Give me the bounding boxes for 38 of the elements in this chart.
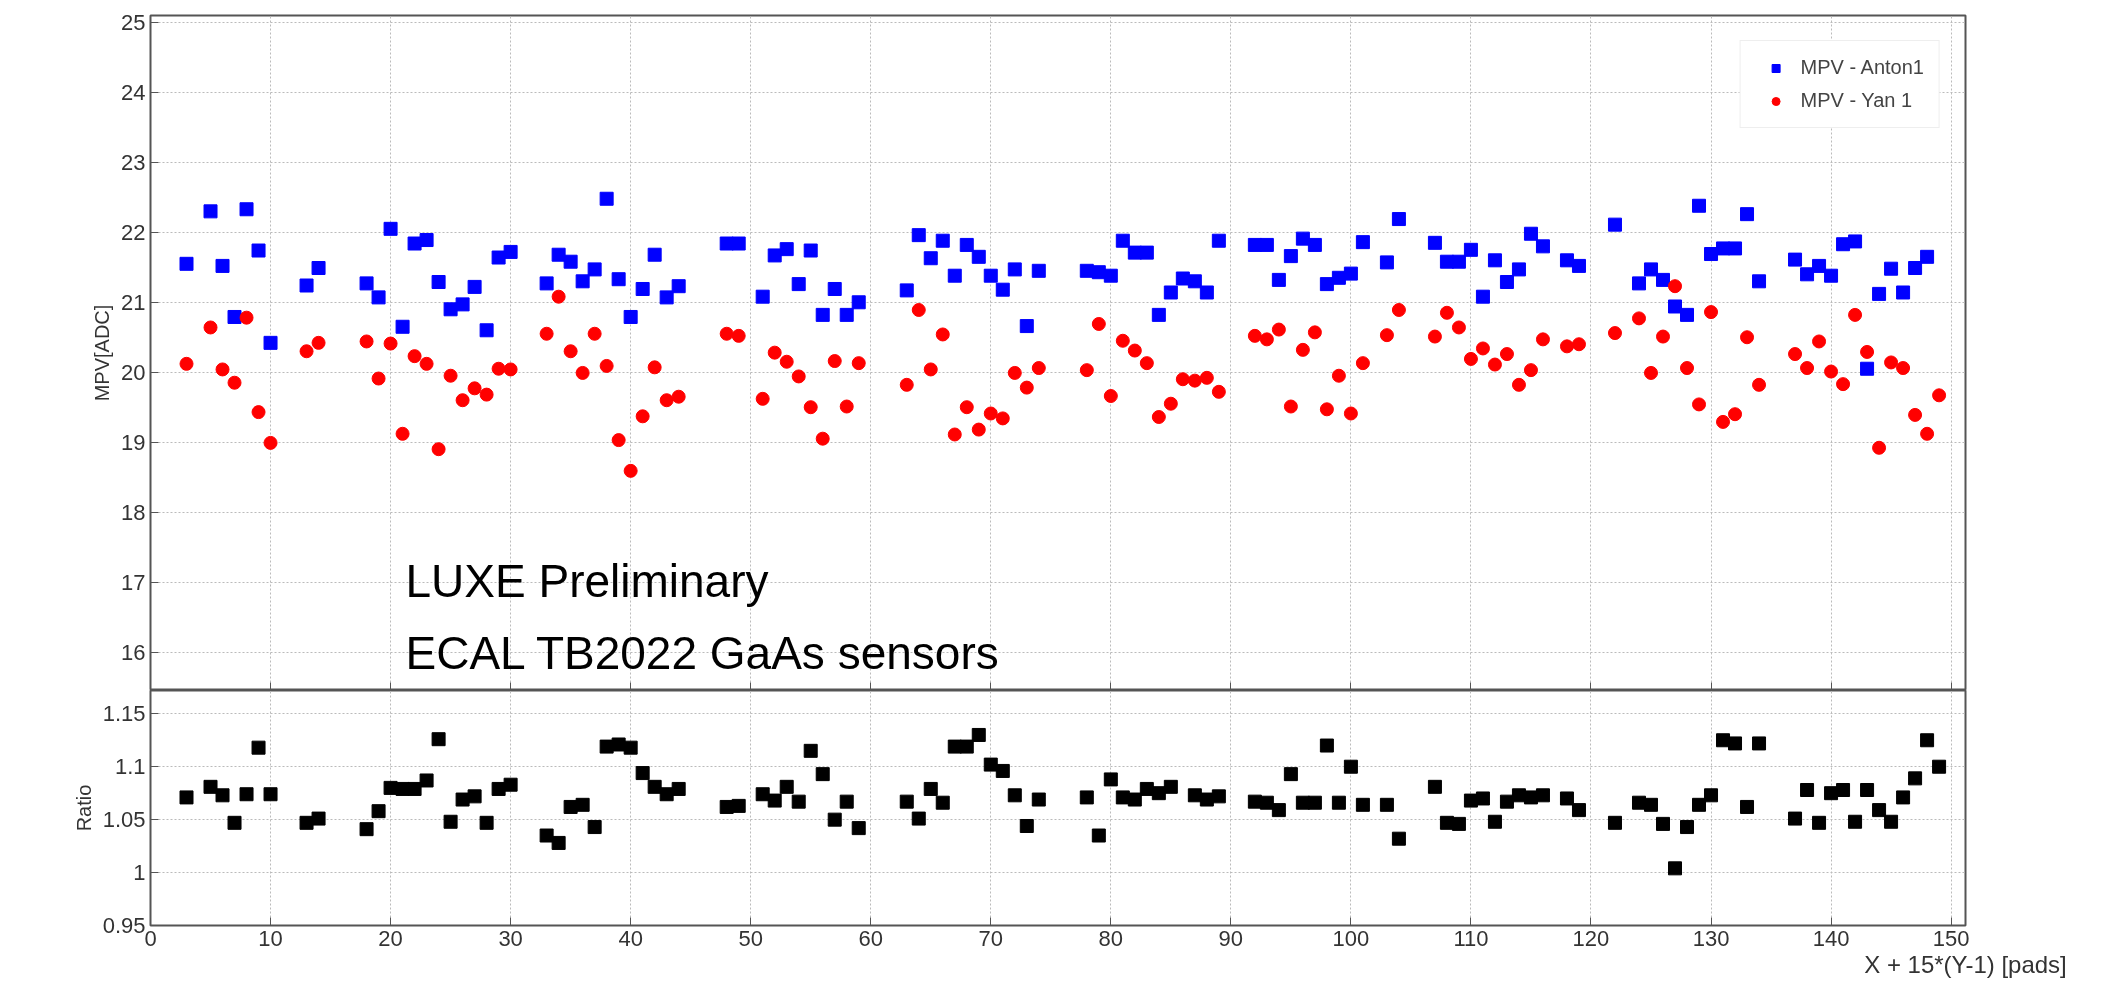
y-axis-title: MPV[ADC]: [91, 304, 114, 402]
legend-label: MPV - Anton1: [1800, 56, 1924, 79]
y-tick-label: 21: [121, 289, 146, 315]
annotation: LUXE Preliminary: [405, 554, 769, 607]
x-tick-label: 100: [1332, 925, 1370, 951]
x-tick-label: 10: [258, 925, 283, 951]
y-tick-label: 1: [133, 860, 146, 886]
y-tick-label: 19: [121, 429, 146, 455]
annotation: ECAL TB2022 GaAs sensors: [405, 626, 999, 679]
y-tick-label: 1.1: [114, 754, 146, 780]
y-tick-label: 20: [121, 359, 146, 385]
x-tick-label: 40: [618, 925, 643, 951]
x-tick-label: 150: [1932, 925, 1970, 951]
x-tick-label: 130: [1692, 925, 1730, 951]
y-axis-title: Ratio: [72, 784, 95, 832]
x-tick-label: 0: [144, 925, 157, 951]
x-tick-label: 90: [1218, 925, 1244, 951]
y-tick-label: 17: [121, 569, 146, 595]
x-tick-label: 120: [1572, 925, 1610, 951]
x-tick-label: 140: [1812, 925, 1850, 951]
x-axis-title: X + 15*(Y-1) [pads]: [1864, 950, 2067, 978]
x-tick-label: 70: [978, 925, 1004, 951]
y-tick-label: 1.15: [102, 701, 146, 727]
y-tick-label: 16: [121, 639, 146, 665]
x-tick-label: 110: [1453, 925, 1489, 951]
x-tick-label: 30: [498, 925, 523, 951]
y-tick-label: 18: [121, 499, 146, 525]
y-tick-label: 25: [121, 9, 146, 35]
x-tick-label: 50: [738, 925, 763, 951]
y-tick-label: 22: [121, 219, 146, 245]
y-tick-label: 23: [121, 149, 146, 175]
y-tick-label: 24: [121, 79, 146, 105]
x-tick-label: 20: [378, 925, 403, 951]
x-tick-label: 60: [858, 925, 883, 951]
legend-label: MPV - Yan 1: [1800, 89, 1913, 112]
y-tick-label: 0.95: [102, 913, 146, 938]
y-tick-label: 1.05: [102, 807, 146, 833]
x-tick-label: 80: [1098, 925, 1124, 951]
